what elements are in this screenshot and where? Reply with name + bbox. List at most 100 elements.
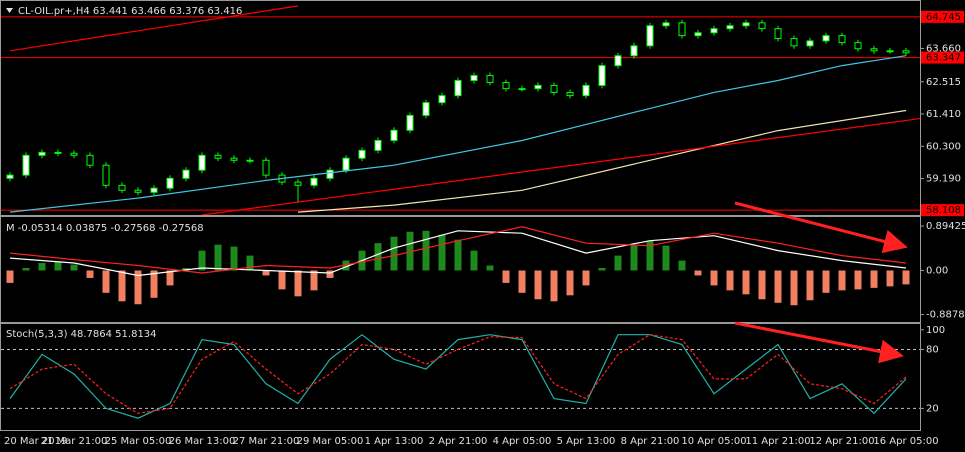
price-label: 64.745 [926,12,961,23]
y-tick-label: 80 [926,344,939,355]
histogram-bar [662,245,670,271]
candle-body [422,102,430,116]
candle-body [262,159,270,176]
candle-body [678,22,686,37]
candle-body [310,177,318,186]
histogram-bar [150,270,158,298]
x-tick-label: 4 Apr 05:00 [493,436,552,447]
histogram-bar [374,243,382,271]
histogram-bar [326,270,334,278]
candle-body [118,184,126,191]
histogram-bar [870,270,878,288]
candle-body [166,177,174,189]
y-tick-label: 100 [926,325,945,336]
indicator-line [9,5,299,52]
histogram-bar [70,264,78,271]
x-tick-label: 5 Apr 13:00 [557,436,616,447]
histogram-bar [598,268,606,271]
x-tick-label: 21 Mar 21:00 [41,436,108,447]
histogram-bar [838,270,846,291]
price-label-box [921,204,964,217]
histogram-bar [566,270,574,296]
price-label-box [921,10,964,23]
candle-body [486,75,494,84]
histogram-bar [342,260,350,271]
histogram-bar [550,270,558,302]
candle-body [598,65,606,86]
histogram-bar [406,231,414,271]
histogram-bar [486,265,494,271]
candle-body [70,152,78,156]
y-tick-label: 0.89425 [926,221,965,232]
macd-plot [6,226,910,306]
histogram-bar [166,270,174,286]
histogram-bar [758,270,766,300]
candle-body [886,50,894,53]
candle-body [550,84,558,93]
menu-triangle[interactable] [6,8,13,13]
histogram-bar [646,240,654,271]
candle-body [294,181,302,186]
y-tick-label: 20 [926,403,939,414]
candle-body [102,164,110,186]
candle-body [710,28,718,34]
histogram-bar [294,270,302,297]
x-tick-label: 2 Apr 21:00 [429,436,488,447]
histogram-bar [118,270,126,302]
indicator-line [9,333,907,419]
y-tick-label: 62.515 [926,77,961,88]
histogram-bar [534,270,542,300]
candle-body [742,22,750,27]
macd-title: M -0.05314 0.03875 -0.27568 -0.27568 [6,223,204,234]
candle-body [86,154,94,166]
price-label-box [921,51,964,64]
histogram-bar [854,270,862,290]
indicator-line [9,55,907,213]
histogram-bar [230,246,238,271]
candle-body [454,79,462,97]
candle-body [854,42,862,50]
indicator-line [201,117,920,215]
candle-body [150,187,158,193]
candle-body [630,45,638,57]
candle-body [662,22,670,27]
x-tick-label: 16 Apr 05:00 [873,436,938,447]
candle-body [54,151,62,154]
price-panel-frame [0,0,921,216]
histogram-bar [582,270,590,286]
histogram-bar [422,230,430,271]
axes: 63.660 62.515 61.410 60.300 59.190 64.745 63.3… [4,10,965,447]
histogram-bar [678,260,686,271]
x-tick-label: 11 Apr 21:00 [745,436,810,447]
histogram-bar [902,270,910,285]
histogram-bar [614,255,622,271]
histogram-bar [726,270,734,291]
histogram-bar [310,270,318,291]
candle-body [774,28,782,40]
histogram-bar [886,270,894,287]
price-title: CL-OIL.pr+,H4 63.441 63.466 63.376 63.41… [18,6,242,17]
indicator-line [9,230,907,277]
candle-body [438,95,446,104]
candle-body [870,48,878,52]
candle-body [646,25,654,47]
histogram-bar [774,270,782,303]
candle-body [614,55,622,67]
histogram-bar [86,270,94,278]
candle-body [582,84,590,97]
price-plot [1,5,920,215]
candle-body [198,154,206,171]
candle-body [326,169,334,179]
histogram-bar [22,268,30,271]
candle-body [230,157,238,161]
histogram-bar [246,255,254,271]
indicator-line [297,109,907,213]
stoch-title: Stoch(5,3,3) 48.7864 51.8134 [6,329,157,340]
y-tick-label: 63.660 [926,43,961,54]
stoch-plot [1,333,920,419]
annotation-arrow [734,201,908,254]
histogram-bar [38,263,46,271]
candle-body [694,32,702,37]
candle-body [374,139,382,151]
candle-body [790,38,798,47]
